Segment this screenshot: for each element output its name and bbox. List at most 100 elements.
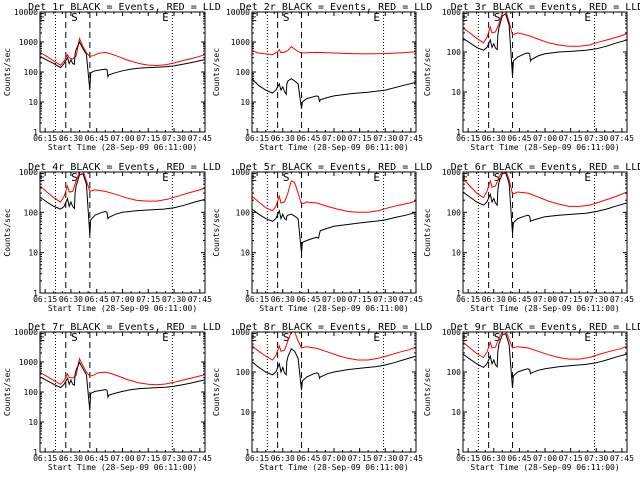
x-tick-label: 07:15 [559,134,583,143]
series-group [463,332,627,388]
chart-title: Det 9r BLACK = Events, RED = LLD [451,322,640,333]
x-tick-label: 06:30 [271,454,295,463]
x-tick-label: 06:30 [59,134,83,143]
y-axis-label: Counts/sec [212,48,221,96]
x-axis-label: Start Time (28-Sep-09 06:11:00) [259,304,408,313]
x-tick-label: 06:45 [507,134,531,143]
event-marker-e: E [373,331,380,344]
y-axis-label: Counts/sec [423,368,432,416]
x-tick-label: 07:15 [559,454,583,463]
event-marker-e: E [38,331,45,344]
x-tick-label: 07:45 [188,134,212,143]
y-tick-label: 1000 [19,358,38,367]
x-tick-label: 06:45 [296,454,320,463]
y-tick-label: 1 [456,448,461,457]
y-tick-label: 1000 [19,38,38,47]
series-group [252,180,416,253]
x-tick-label: 07:00 [533,454,557,463]
x-tick-label: 07:45 [399,295,423,304]
chart-title: Det 5r BLACK = Events, RED = LLD [240,162,433,173]
y-tick-label: 10 [240,249,250,258]
y-tick-label: 1000 [231,328,250,337]
y-axis-label: Counts/sec [3,48,12,96]
x-tick-label: 07:15 [348,134,372,143]
x-tick-label: 07:30 [162,454,186,463]
event-marker-e: E [38,11,45,24]
x-tick-label: 07:45 [610,134,634,143]
series-group [40,357,205,411]
x-axis-label: Start Time (28-Sep-09 06:11:00) [259,463,408,472]
x-tick-label: 07:15 [348,295,372,304]
y-tick-label: 1000 [442,328,461,337]
x-tick-label: 07:30 [373,454,397,463]
y-tick-label: 10000 [14,328,38,337]
series-group [252,45,416,109]
x-axis-label: Start Time (28-Sep-09 06:11:00) [48,143,197,152]
event-marker-e: E [250,171,257,184]
x-tick-label: 07:45 [610,454,634,463]
x-tick-label: 06:15 [245,134,269,143]
x-tick-label: 06:45 [85,454,109,463]
y-tick-label: 10 [28,249,38,258]
x-tick-label: 07:15 [136,134,160,143]
x-tick-label: 06:15 [456,295,480,304]
x-tick-label: 07:45 [188,454,212,463]
event-marker-s: S [71,11,78,24]
series-line-lld [40,36,205,67]
event-marker-s: S [494,171,501,184]
x-tick-label: 07:45 [610,295,634,304]
event-marker-e: E [162,11,169,24]
x-tick-label: 07:45 [399,134,423,143]
y-axis-label: Counts/sec [3,208,12,256]
event-marker-e: E [461,11,468,24]
y-axis-label: Counts/sec [423,48,432,96]
y-tick-label: 100 [236,368,251,377]
event-marker-e: E [584,171,591,184]
plot-frame [462,11,628,133]
y-tick-label: 10 [451,88,461,97]
series-group [40,172,205,235]
y-tick-label: 100 [447,368,462,377]
series-group [463,172,627,234]
event-marker-e: E [584,331,591,344]
y-axis-label: Counts/sec [423,208,432,256]
x-tick-label: 06:45 [296,134,320,143]
event-marker-s: S [494,331,501,344]
y-tick-label: 100 [236,208,251,217]
x-tick-label: 07:00 [533,295,557,304]
x-tick-label: 07:45 [188,295,212,304]
x-axis-label: Start Time (28-Sep-09 06:11:00) [470,304,619,313]
x-axis-label: Start Time (28-Sep-09 06:11:00) [48,463,197,472]
x-tick-label: 07:00 [110,134,134,143]
x-tick-label: 07:30 [373,295,397,304]
series-line-events [40,173,205,235]
event-marker-s: S [71,331,78,344]
event-marker-s: S [71,171,78,184]
event-marker-e: E [38,171,45,184]
x-tick-label: 07:30 [162,134,186,143]
series-line-lld [40,357,205,386]
y-tick-label: 1000 [19,168,38,177]
y-tick-label: 1 [456,289,461,298]
plot-frame [39,11,206,133]
y-tick-label: 1 [456,128,461,137]
plot-frame [39,331,206,453]
y-tick-label: 1 [33,289,38,298]
x-tick-label: 06:15 [245,454,269,463]
series-line-lld [463,172,627,207]
series-line-lld [252,180,416,213]
x-tick-label: 07:00 [322,454,346,463]
event-marker-s: S [283,171,290,184]
y-tick-label: 10 [451,408,461,417]
event-marker-e: E [461,331,468,344]
series-line-lld [40,172,205,203]
x-axis-label: Start Time (28-Sep-09 06:11:00) [259,143,408,152]
y-tick-label: 10 [240,408,250,417]
chart-title: Det 8r BLACK = Events, RED = LLD [240,322,433,333]
x-tick-label: 06:30 [271,134,295,143]
